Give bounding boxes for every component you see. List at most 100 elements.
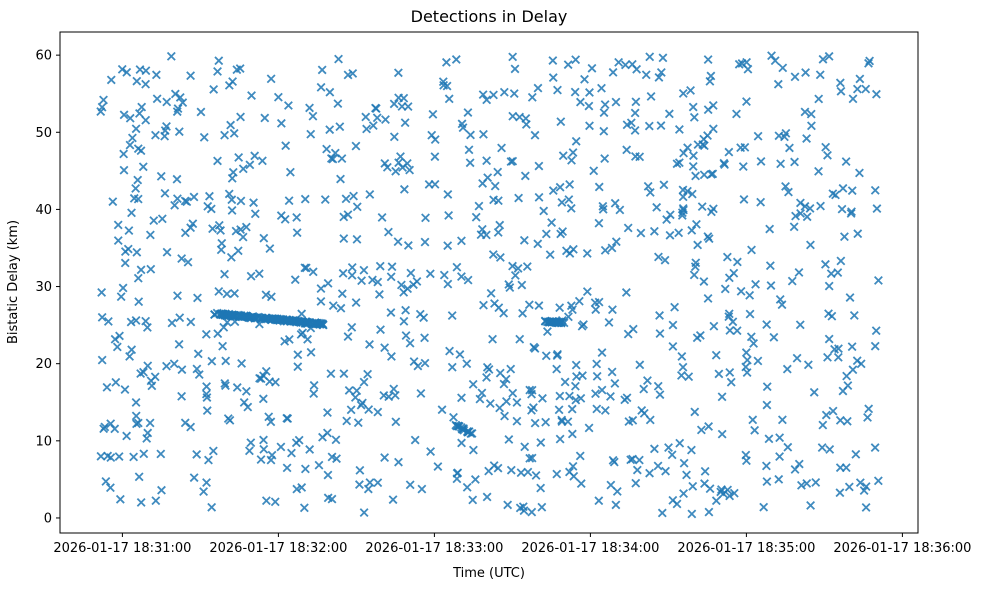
detection-marker: [106, 75, 116, 85]
detection-marker: [437, 405, 447, 415]
detection-marker: [678, 192, 688, 202]
detection-marker: [503, 500, 513, 510]
detection-marker: [811, 478, 821, 487]
detection-marker: [97, 312, 107, 322]
detection-marker: [871, 326, 881, 336]
detection-marker: [273, 314, 283, 324]
detection-marker: [708, 169, 718, 179]
detection-marker: [655, 329, 665, 338]
detection-marker: [352, 234, 362, 244]
detection-marker: [111, 377, 121, 387]
detection-marker: [534, 161, 544, 171]
detection-marker: [390, 390, 400, 400]
detection-marker: [658, 53, 668, 63]
detection-marker: [517, 280, 527, 290]
detection-marker: [316, 82, 326, 92]
detection-marker: [255, 373, 264, 383]
detection-marker: [282, 316, 292, 326]
detection-marker: [202, 382, 211, 391]
detection-marker: [291, 438, 301, 448]
detection-marker: [557, 417, 567, 426]
detection-marker: [174, 339, 184, 349]
detection-marker: [821, 410, 831, 420]
detection-marker: [574, 296, 584, 306]
detection-marker: [732, 257, 742, 267]
detection-marker: [555, 303, 565, 313]
detection-marker: [266, 292, 276, 302]
detection-marker: [720, 160, 729, 169]
detection-marker: [462, 359, 472, 369]
detection-marker: [833, 268, 843, 278]
detection-marker: [220, 381, 230, 391]
detection-marker: [679, 148, 689, 158]
detection-marker: [101, 477, 111, 486]
detection-marker: [806, 500, 816, 510]
detection-marker: [439, 270, 449, 280]
detection-marker: [499, 379, 509, 389]
detection-marker: [309, 389, 319, 399]
detection-marker: [699, 277, 709, 286]
detection-marker: [762, 382, 772, 392]
detection-marker: [287, 448, 296, 458]
detection-marker: [615, 205, 625, 215]
detection-marker: [202, 393, 212, 402]
detection-marker: [703, 293, 713, 303]
detection-marker: [691, 171, 700, 181]
detection-marker: [177, 365, 187, 375]
detection-marker: [505, 283, 515, 292]
detection-marker: [527, 453, 537, 463]
detection-marker: [97, 288, 107, 297]
detection-marker: [697, 202, 707, 212]
detection-marker: [261, 290, 271, 300]
detection-marker: [334, 54, 343, 64]
detection-marker: [600, 406, 610, 415]
detection-marker: [852, 84, 862, 94]
detection-marker: [445, 346, 454, 356]
detection-marker: [845, 293, 855, 302]
detection-marker: [146, 376, 156, 386]
detection-marker: [430, 179, 440, 189]
detection-marker: [741, 450, 751, 460]
detection-marker: [320, 195, 330, 204]
detection-marker: [837, 204, 847, 214]
detection-marker: [382, 162, 392, 172]
detection-marker: [534, 301, 544, 311]
detection-marker: [477, 224, 487, 234]
detection-marker: [660, 255, 670, 265]
detection-marker: [547, 218, 557, 228]
detection-marker: [706, 207, 716, 217]
detection-marker: [141, 66, 151, 76]
detection-marker: [186, 317, 196, 327]
detection-marker: [337, 289, 347, 299]
scatter-series-clutter: [96, 51, 883, 519]
detection-marker: [444, 94, 454, 104]
detection-marker: [149, 216, 159, 226]
detection-marker: [828, 406, 838, 416]
detection-marker: [236, 112, 245, 122]
detection-marker: [501, 374, 511, 384]
detection-marker: [118, 283, 128, 293]
detection-marker: [598, 204, 608, 214]
detection-marker: [556, 117, 566, 127]
detection-marker: [639, 408, 649, 418]
detection-marker: [295, 317, 305, 326]
detection-marker: [250, 151, 260, 161]
detection-marker: [189, 192, 199, 202]
detection-marker: [413, 361, 423, 371]
detection-marker: [335, 122, 345, 132]
detection-marker: [824, 51, 834, 61]
detection-marker: [326, 369, 336, 379]
detection-marker: [489, 90, 498, 100]
detection-marker: [224, 189, 234, 199]
detection-marker: [644, 121, 654, 131]
detection-marker: [704, 234, 714, 244]
detection-marker: [399, 93, 409, 103]
detection-marker: [146, 264, 156, 274]
detection-marker: [725, 368, 735, 377]
detection-marker: [180, 196, 190, 206]
detection-marker: [594, 218, 604, 228]
detection-marker: [457, 236, 466, 246]
detection-marker: [803, 360, 813, 370]
detection-marker: [425, 269, 435, 279]
detection-marker: [162, 122, 171, 131]
